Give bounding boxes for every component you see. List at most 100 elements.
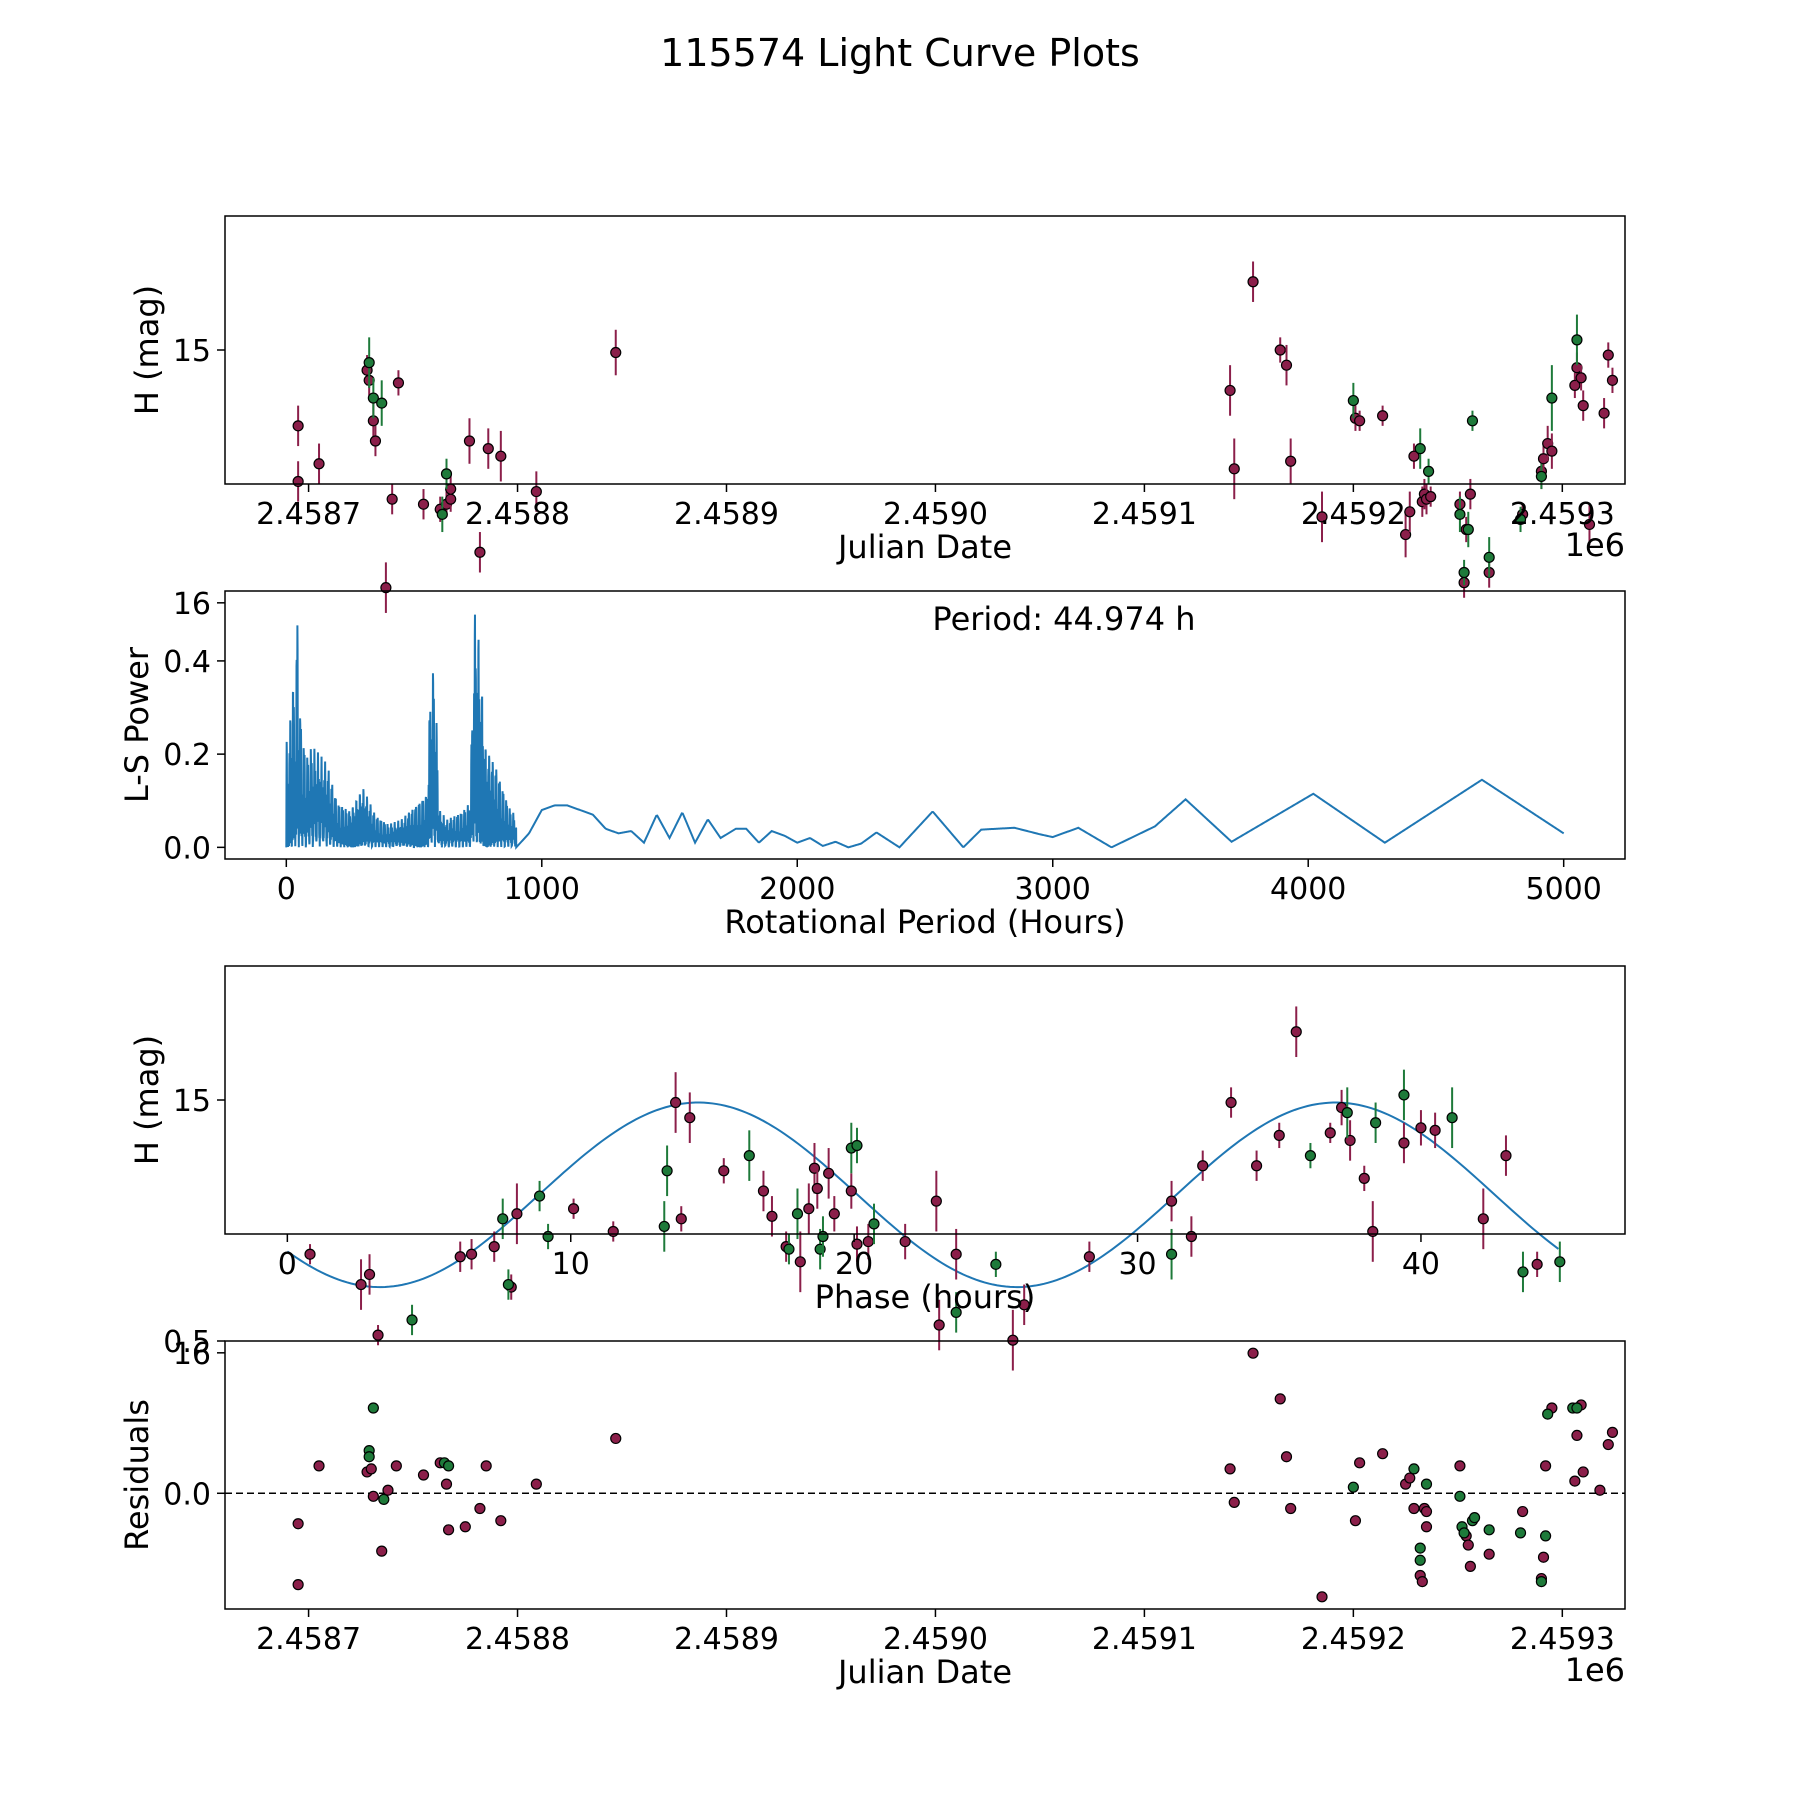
- residuals-y-ticks: 0.0 0.5: [163, 1325, 225, 1512]
- data-point: [1598, 407, 1610, 419]
- light-curve-y-label: H (mag): [128, 285, 166, 415]
- data-point: [474, 546, 486, 558]
- data-point: [502, 1278, 515, 1291]
- data-point: [1535, 470, 1548, 483]
- data-point: [567, 1203, 580, 1215]
- data-point: [313, 1460, 325, 1472]
- residuals-y-label: Residuals: [118, 1399, 156, 1551]
- data-point: [607, 1225, 619, 1238]
- data-point: [1414, 1554, 1426, 1566]
- data-point: [1464, 488, 1476, 500]
- data-point: [292, 1518, 304, 1530]
- residuals-panel: 2.4587 2.4588 2.4589 2.4590 2.4591 2.4592 2.45…: [118, 1325, 1626, 1691]
- data-point: [1250, 1160, 1263, 1172]
- data-point: [845, 1185, 857, 1197]
- data-point: [442, 1524, 455, 1536]
- data-point: [743, 1150, 755, 1162]
- x-tick-label: 2.4592: [1301, 497, 1406, 532]
- data-point: [1285, 1502, 1297, 1515]
- data-point: [1185, 1230, 1197, 1243]
- data-point: [1546, 445, 1558, 457]
- data-point: [533, 1190, 546, 1202]
- data-point: [610, 346, 622, 359]
- period-annotation: Period: 44.974 h: [932, 600, 1195, 638]
- data-point: [376, 1545, 388, 1557]
- data-point: [1344, 1134, 1356, 1147]
- x-tick-label: 2.4590: [883, 1622, 988, 1657]
- data-point: [803, 1203, 815, 1215]
- x-tick-label: 1000: [504, 872, 580, 907]
- data-point: [851, 1139, 863, 1152]
- phase-fold-x-ticks: 0 10 20 30 40: [278, 1234, 1440, 1282]
- data-point: [1408, 450, 1420, 462]
- data-point: [1304, 1150, 1317, 1162]
- data-point: [292, 1579, 304, 1591]
- data-point: [1414, 1542, 1426, 1554]
- data-point: [1347, 394, 1359, 407]
- data-point: [1228, 463, 1240, 475]
- data-point: [1458, 566, 1470, 579]
- data-point: [823, 1167, 835, 1179]
- data-point: [1514, 1527, 1527, 1539]
- data-point: [868, 1218, 880, 1230]
- data-point: [440, 468, 453, 480]
- data-point: [363, 1268, 376, 1281]
- data-point: [1018, 1299, 1030, 1311]
- data-point: [1517, 1266, 1529, 1278]
- data-point: [933, 1319, 945, 1331]
- data-point: [1468, 1512, 1481, 1524]
- data-point: [1539, 1460, 1552, 1472]
- data-point: [791, 1208, 804, 1220]
- data-point: [495, 1515, 507, 1527]
- data-point: [675, 1213, 687, 1225]
- light-curve-x-ticks: 2.4587 2.4588 2.4589 2.4590 2.4591 2.4592 2.45…: [256, 484, 1615, 532]
- residuals-axes-frame: [224, 1340, 1626, 1610]
- periodogram-x-ticks: 0 1000 2000 3000 4000 5000: [277, 859, 1602, 907]
- data-point: [382, 1484, 394, 1496]
- light-curve-marks: [292, 261, 1619, 613]
- data-point: [1415, 1122, 1427, 1134]
- data-point: [304, 1248, 316, 1260]
- data-point: [1274, 344, 1286, 356]
- periodogram-y-label: L-S Power: [118, 646, 156, 803]
- data-point: [990, 1258, 1002, 1270]
- data-point: [442, 1460, 455, 1472]
- x-tick-label: 2.4587: [256, 1622, 361, 1657]
- periodogram-y-ticks: 0.0 0.2 0.4: [163, 645, 225, 866]
- x-tick-label: 10: [552, 1247, 590, 1282]
- data-point: [1602, 349, 1614, 361]
- data-point: [950, 1248, 962, 1260]
- phase-fold-marks: [286, 1006, 1566, 1371]
- y-tick-label: 0.5: [163, 1325, 211, 1360]
- data-point: [1228, 1496, 1240, 1509]
- data-point: [899, 1235, 911, 1248]
- data-point: [1349, 1515, 1362, 1527]
- data-point: [1446, 1112, 1458, 1124]
- data-point: [440, 1478, 453, 1490]
- data-point: [1477, 1213, 1489, 1225]
- data-point: [1464, 1560, 1476, 1572]
- data-point: [392, 377, 405, 389]
- x-tick-label: 2.4593: [1510, 497, 1615, 532]
- data-point: [386, 493, 398, 505]
- data-point: [1404, 506, 1416, 518]
- x-tick-label: 30: [1118, 1247, 1156, 1282]
- light-curve-panel: 2.4587 2.4588 2.4589 2.4590 2.4591 2.4592 2.45…: [128, 215, 1626, 622]
- data-point: [1370, 1117, 1382, 1129]
- data-point: [1462, 1539, 1474, 1551]
- data-point: [480, 1460, 492, 1472]
- data-point: [495, 450, 507, 462]
- data-point: [1422, 465, 1435, 477]
- data-point: [1569, 379, 1581, 391]
- y-tick-label: 15: [173, 334, 211, 369]
- data-point: [783, 1243, 795, 1255]
- data-point: [1358, 1172, 1370, 1184]
- x-tick-label: 2.4587: [256, 497, 361, 532]
- y-tick-label: 0.0: [163, 831, 211, 866]
- data-point: [365, 1463, 377, 1475]
- data-point: [1606, 1426, 1619, 1438]
- data-point: [1280, 1451, 1293, 1463]
